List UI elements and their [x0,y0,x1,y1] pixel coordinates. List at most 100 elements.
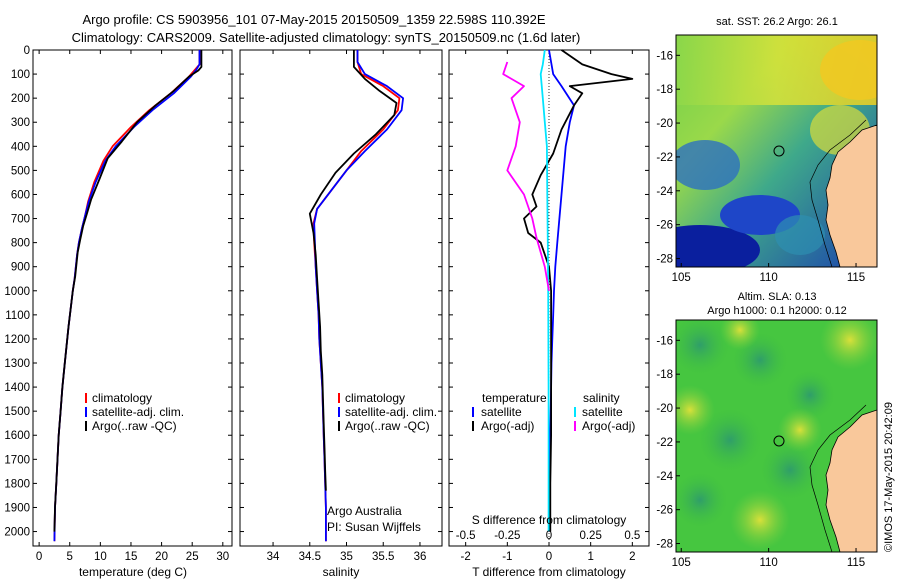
depth-tick-label: 2000 [4,527,30,539]
depth-tick-label: 900 [11,262,30,274]
legend-swatch-climatology [338,393,340,403]
lon-tick-label: 105 [672,272,691,284]
x-tick-label: -1 [502,551,512,563]
depth-tick-label: 700 [11,214,30,226]
legend-label-t-satellite: satellite [481,405,522,419]
depth-tick-label: 800 [11,238,30,250]
series-line-salinity-argo-adj- [502,61,550,291]
legend-label-climatology: climatology [92,391,152,405]
coastline-land [825,409,877,552]
sla-map-title-2: Argo h1000: 0.1 h2000: 0.12 [707,305,846,317]
x-tick-label: 34 [267,551,280,563]
salinity-xlabel: salinity [323,565,360,579]
depth-tick-label: 200 [11,93,30,105]
sla-map: Altim. SLA: 0.13 Argo h1000: 0.1 h2000: … [656,291,878,569]
depth-tick-label: 1000 [4,286,30,298]
salinity-x-axis: 34 34.5 35 35.5 36 [267,50,427,563]
temperature-legend: climatology satellite-adj. clim. Argo(..… [85,391,184,433]
x-tick-label: 35 [340,551,353,563]
lon-tick-label: 115 [847,557,865,569]
lat-tick-label: -26 [656,220,673,232]
legend-label-s-argo: Argo(-adj) [582,419,635,433]
legend-title-temperature: temperature [482,391,547,405]
legend-title-salinity: salinity [583,391,620,405]
top-tick-label: -0.5 [456,530,476,542]
legend-label-t-argo: Argo(-adj) [481,419,534,433]
salinity-panel: 34 34.5 35 35.5 36 salinity climatology sate… [239,49,443,579]
depth-tick-label: 1800 [4,478,30,490]
argo-location-marker [773,145,785,157]
depth-tick-label: 1400 [4,382,30,394]
lat-tick-label: -24 [656,471,673,483]
temperature-panel: 0100200300400500600700800900100011001200… [4,45,233,579]
depth-tick-label: 600 [11,189,30,201]
x-tick-label: -2 [461,551,471,563]
x-tick-label: 20 [155,551,168,563]
temperature-series [53,50,203,542]
legend-swatch-argo [338,421,340,431]
sla-map-image [676,320,877,552]
x-tick-label: 36 [414,551,427,563]
salinity-legend: climatology satellite-adj. clim. Argo(..… [338,391,437,433]
legend-swatch-satellite [85,407,87,417]
sla-map-frame [675,319,878,553]
depth-tick-label: 1600 [4,430,30,442]
legend-swatch-t-satellite [472,407,474,417]
legend-label-climatology: climatology [345,391,405,405]
lat-tick-label: -16 [656,335,673,347]
depth-tick-label: 300 [11,117,30,129]
coastline-land [825,124,877,267]
series-line-temperature-argo-adj- [523,49,634,532]
legend-label-satellite: satellite-adj. clim. [92,405,184,419]
temperature-xlabel: temperature (deg C) [79,565,187,579]
legend-swatch-climatology [85,393,87,403]
sst-map-title: sat. SST: 26.2 Argo: 26.1 [716,16,838,28]
lat-tick-label: -16 [656,50,673,62]
sla-map-title-1: Altim. SLA: 0.13 [738,291,817,303]
lon-tick-label: 115 [847,272,865,284]
lat-tick-label: -18 [656,369,673,381]
lat-tick-label: -22 [656,152,673,164]
depth-tick-label: 0 [24,45,30,57]
argo-location-marker [773,435,785,447]
sst-map-image [676,35,877,267]
difference-legend: temperature salinity satellite Argo(-adj… [472,391,635,433]
x-tick-label: 30 [216,551,229,563]
temperature-x-axis: 0 5 10 15 20 25 30 [36,50,229,563]
legend-label-s-satellite: satellite [582,405,623,419]
x-tick-label: 25 [186,551,199,563]
salinity-y-ticks [240,49,442,533]
shelf-contour [809,119,867,267]
series-line-argo-raw-qc- [308,50,398,491]
depth-tick-label: 1300 [4,358,30,370]
salinity-axes [239,49,443,547]
lat-tick-label: -22 [656,437,673,449]
salinity-series [308,50,405,542]
lon-tick-label: 110 [759,557,777,569]
sla-lon-axis: 105 110 115 [672,548,865,569]
copyright-label: ©IMOS 17-May-2015 20:42:09 [883,402,895,552]
salinity-difference-ticks: -0.5 -0.25 0 0.25 0.5 [456,530,641,542]
temperature-axes [32,49,233,547]
difference-x-axis: -2 -1 0 1 2 [461,50,636,563]
lat-tick-label: -26 [656,505,673,517]
legend-label-argo: Argo(..raw -QC) [345,419,430,433]
lat-tick-label: -18 [656,84,673,96]
lat-tick-label: -20 [656,118,673,130]
legend-swatch-t-argo [472,421,474,431]
lon-tick-label: 110 [759,272,777,284]
x-tick-label: 15 [125,551,138,563]
top-tick-label: 0 [546,530,552,542]
x-tick-label: 0 [36,551,42,563]
depth-tick-label: 1500 [4,406,30,418]
depth-tick-label: 1200 [4,334,30,346]
sla-lat-axis: -16 -18 -20 -22 -24 -26 -28 [656,335,680,551]
x-tick-label: 0 [546,551,552,563]
sst-map-frame [675,34,878,268]
depth-axis: 0 100 200 300 400 500 600 700 800 900 1000 1100 1200… [4,45,232,539]
legend-swatch-argo [85,421,87,431]
title-line-1: Argo profile: CS 5903956_101 07-May-2015… [82,12,545,27]
top-tick-label: 0.25 [579,530,601,542]
lat-tick-label: -28 [656,539,673,551]
series-line-salinity-satellite [539,49,550,532]
